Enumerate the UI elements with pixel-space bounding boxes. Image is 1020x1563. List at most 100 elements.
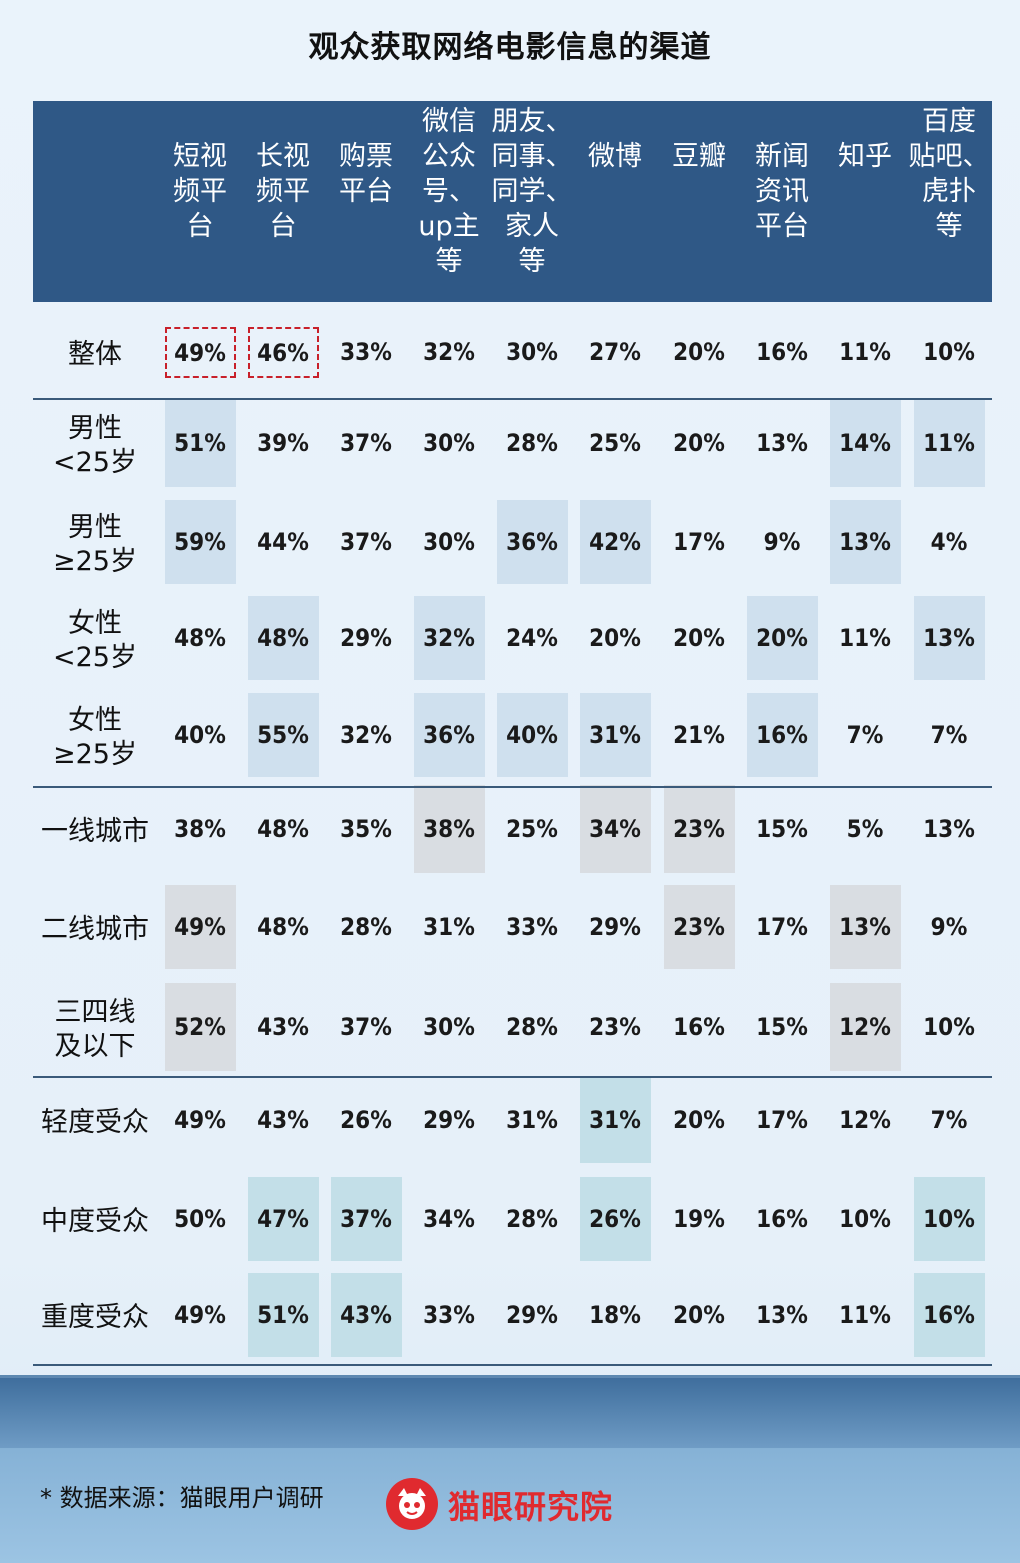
table-cell: 5% bbox=[846, 815, 884, 843]
table-cell: 10% bbox=[923, 337, 975, 366]
table-cell: 48% bbox=[257, 913, 309, 941]
row-label: 一线城市 bbox=[41, 816, 149, 847]
table-cell: 23% bbox=[663, 885, 735, 969]
row-group-divider bbox=[33, 398, 992, 400]
table-cell: 13% bbox=[913, 596, 985, 680]
table-cell: 17% bbox=[756, 1106, 808, 1134]
table-cell: 38% bbox=[174, 815, 226, 843]
table-cell: 12% bbox=[839, 1106, 891, 1134]
row-group-divider bbox=[33, 1364, 992, 1366]
table-cell: 31% bbox=[423, 913, 475, 941]
table-cell: 19% bbox=[673, 1205, 725, 1233]
table-cell: 20% bbox=[589, 624, 641, 652]
column-header: 百度 贴吧、 虎扑 等 bbox=[908, 106, 990, 242]
chart-title: 观众获取网络电影信息的渠道 bbox=[308, 30, 712, 65]
table-cell: 10% bbox=[923, 1013, 975, 1041]
table-cell: 26% bbox=[340, 1106, 392, 1134]
table-cell: 16% bbox=[756, 337, 808, 366]
table-cell: 40% bbox=[496, 693, 568, 777]
table-cell: 13% bbox=[756, 429, 808, 457]
table-cell: 7% bbox=[930, 721, 968, 749]
table-cell: 11% bbox=[839, 337, 891, 366]
table-cell: 25% bbox=[589, 429, 641, 457]
table-cell: 11% bbox=[839, 1301, 891, 1329]
column-header: 知乎 bbox=[838, 141, 892, 172]
table-cell: 7% bbox=[930, 1106, 968, 1134]
table-cell: 4% bbox=[930, 528, 968, 556]
table-cell: 14% bbox=[829, 399, 901, 487]
table-cell: 16% bbox=[913, 1273, 985, 1357]
table-cell: 46% bbox=[247, 327, 319, 378]
table-cell: 36% bbox=[413, 693, 485, 777]
table-cell: 16% bbox=[673, 1013, 725, 1041]
table-cell: 20% bbox=[673, 1301, 725, 1329]
table-cell: 11% bbox=[839, 624, 891, 652]
table-cell: 47% bbox=[247, 1177, 319, 1261]
table-cell: 48% bbox=[257, 815, 309, 843]
column-header: 新闻 资讯 平台 bbox=[755, 141, 809, 242]
table-cell: 49% bbox=[174, 1301, 226, 1329]
table-cell: 34% bbox=[579, 785, 651, 873]
table-cell: 20% bbox=[673, 337, 725, 366]
table-cell: 11% bbox=[913, 399, 985, 487]
data-source-note: * 数据来源：猫眼用户调研 bbox=[40, 1484, 324, 1512]
table-cell: 10% bbox=[839, 1205, 891, 1233]
table-cell: 29% bbox=[506, 1301, 558, 1329]
cat-face-icon bbox=[386, 1478, 438, 1530]
table-cell: 13% bbox=[923, 815, 975, 843]
table-cell: 29% bbox=[340, 624, 392, 652]
table-cell: 42% bbox=[579, 500, 651, 584]
table-cell: 33% bbox=[423, 1301, 475, 1329]
table-cell: 30% bbox=[423, 1013, 475, 1041]
table-cell: 37% bbox=[340, 528, 392, 556]
row-label: 轻度受众 bbox=[41, 1107, 149, 1138]
table-cell: 26% bbox=[579, 1177, 651, 1261]
table-cell: 32% bbox=[413, 596, 485, 680]
table-cell: 37% bbox=[330, 1177, 402, 1261]
table-cell: 40% bbox=[174, 721, 226, 749]
row-label: 男性 ≥25岁 bbox=[53, 512, 137, 577]
table-cell: 25% bbox=[506, 815, 558, 843]
table-cell: 31% bbox=[579, 693, 651, 777]
table-cell: 49% bbox=[164, 327, 236, 378]
table-cell: 15% bbox=[756, 815, 808, 843]
column-header: 微博 bbox=[588, 141, 642, 172]
table-header bbox=[33, 101, 992, 302]
table-cell: 43% bbox=[330, 1273, 402, 1357]
table-cell: 12% bbox=[829, 983, 901, 1071]
row-label: 三四线 及以下 bbox=[54, 997, 136, 1062]
table-cell: 29% bbox=[589, 913, 641, 941]
table-cell: 43% bbox=[257, 1013, 309, 1041]
row-label: 女性 <25岁 bbox=[53, 608, 137, 673]
table-cell: 13% bbox=[829, 500, 901, 584]
logo-text: 猫眼研究院 bbox=[448, 1488, 614, 1526]
table-cell: 37% bbox=[340, 429, 392, 457]
table-cell: 9% bbox=[930, 913, 968, 941]
table-cell: 34% bbox=[423, 1205, 475, 1233]
table-cell: 39% bbox=[257, 429, 309, 457]
table-cell: 43% bbox=[257, 1106, 309, 1134]
row-label: 中度受众 bbox=[41, 1206, 149, 1237]
table-cell: 16% bbox=[756, 1205, 808, 1233]
table-cell: 7% bbox=[846, 721, 884, 749]
table-cell: 13% bbox=[756, 1301, 808, 1329]
table-cell: 28% bbox=[506, 1205, 558, 1233]
table-cell: 20% bbox=[673, 624, 725, 652]
table-cell: 20% bbox=[746, 596, 818, 680]
table-cell: 30% bbox=[423, 429, 475, 457]
table-cell: 16% bbox=[746, 693, 818, 777]
table-cell: 28% bbox=[506, 429, 558, 457]
table-cell: 10% bbox=[913, 1177, 985, 1261]
column-header: 短视 频平 台 bbox=[173, 141, 227, 242]
row-label: 重度受众 bbox=[41, 1302, 149, 1333]
table-cell: 51% bbox=[164, 399, 236, 487]
column-header: 豆瓣 bbox=[672, 141, 726, 172]
table-cell: 28% bbox=[340, 913, 392, 941]
table-cell: 48% bbox=[174, 624, 226, 652]
footer-band bbox=[0, 1378, 1020, 1448]
table-cell: 37% bbox=[340, 1013, 392, 1041]
table-cell: 31% bbox=[579, 1077, 651, 1163]
table-cell: 23% bbox=[663, 785, 735, 873]
table-cell: 23% bbox=[589, 1013, 641, 1041]
table-cell: 59% bbox=[164, 500, 236, 584]
